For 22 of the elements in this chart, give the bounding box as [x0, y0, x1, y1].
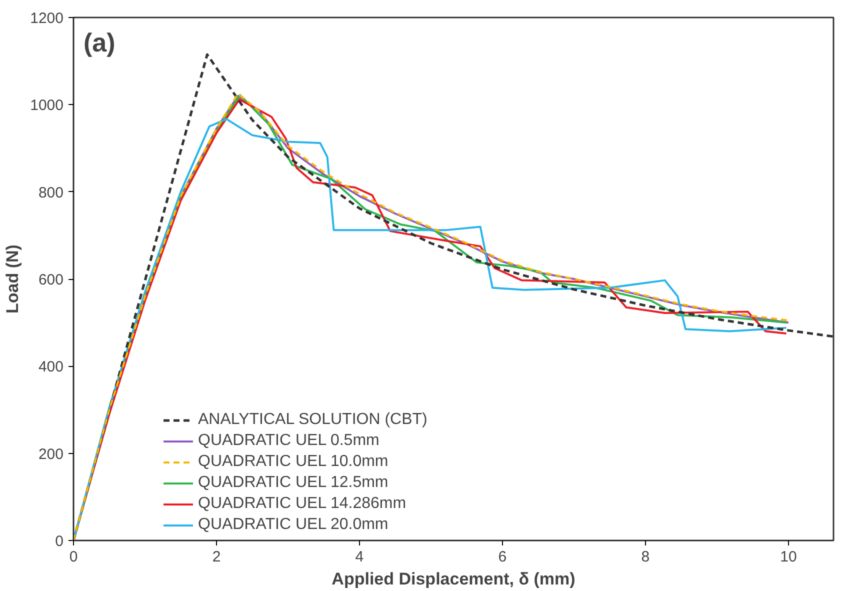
y-tick-label: 800	[38, 184, 64, 202]
x-tick-label: 0	[69, 548, 78, 566]
legend-label: QUADRATIC UEL 20.0mm	[198, 516, 388, 534]
legend-label: QUADRATIC UEL 0.5mm	[198, 432, 380, 450]
legend-label: QUADRATIC UEL 12.5mm	[198, 474, 388, 492]
x-tick-label: 8	[641, 548, 650, 566]
legend-label: QUADRATIC UEL 14.286mm	[198, 495, 406, 513]
legend-label: ANALYTICAL SOLUTION (CBT)	[198, 411, 428, 429]
y-tick-label: 200	[38, 446, 64, 463]
legend-label: QUADRATIC UEL 10.0mm	[198, 453, 388, 471]
y-tick-label: 600	[38, 272, 64, 288]
y-tick-label: 1000	[30, 97, 64, 114]
x-tick-label: 10	[780, 548, 797, 566]
x-axis-title: Applied Displacement, δ (mm)	[332, 570, 576, 588]
y-axis-title: Load (N)	[3, 244, 22, 314]
x-tick-label: 2	[212, 548, 221, 566]
y-tick-label: 400	[38, 358, 64, 376]
y-tick-label: 0	[55, 533, 64, 550]
y-tick-label: 1200	[30, 10, 64, 27]
annotation: (a)	[84, 28, 116, 58]
x-tick-label: 6	[498, 548, 507, 566]
x-tick-label: 4	[355, 548, 364, 566]
